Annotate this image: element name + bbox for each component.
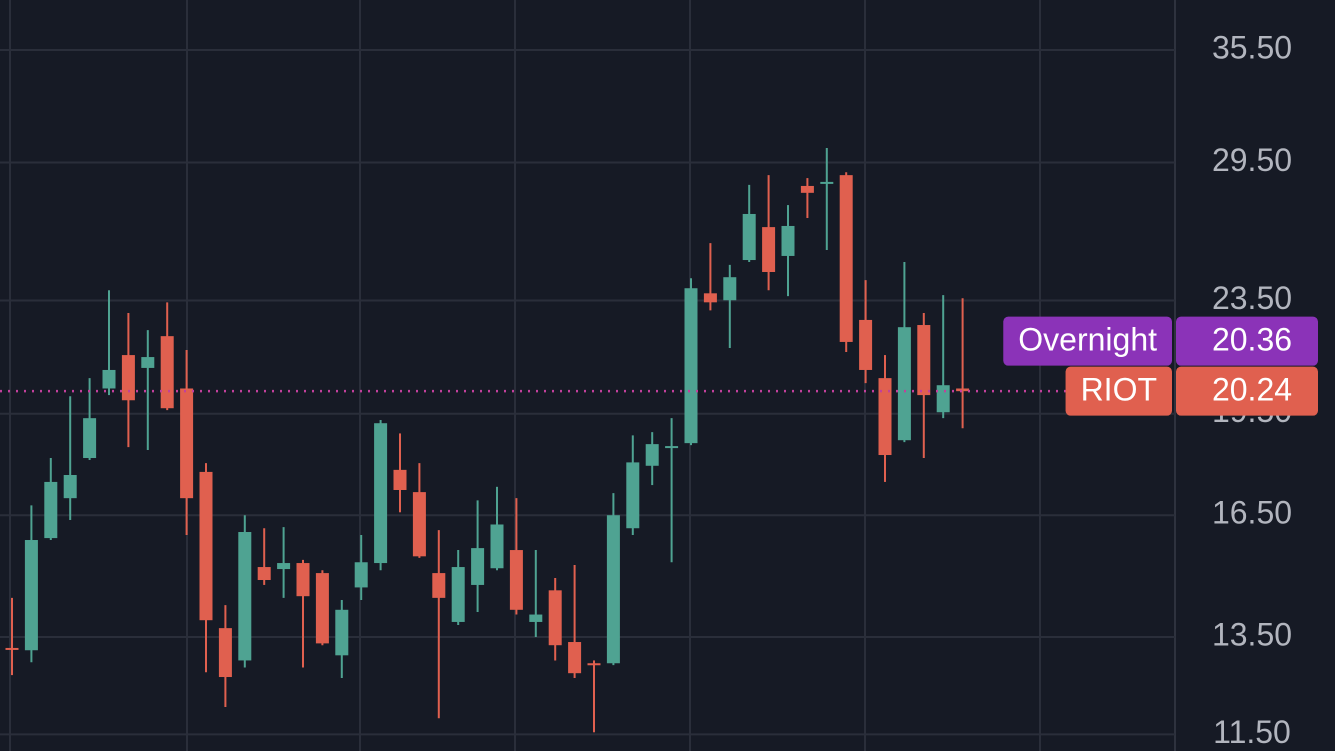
- candle-body: [859, 319, 873, 370]
- y-tick-label: 11.50: [1213, 714, 1291, 750]
- candle-body: [781, 225, 795, 256]
- candle-body: [742, 213, 756, 261]
- candle-body: [63, 475, 77, 499]
- candle-body: [509, 550, 523, 610]
- price-label-value-box: [1176, 316, 1318, 366]
- candle-body: [44, 481, 58, 539]
- candle-body: [199, 471, 213, 621]
- y-tick-label: 23.50: [1212, 280, 1292, 316]
- candle-body: [374, 423, 388, 564]
- candle-body: [24, 540, 38, 651]
- candle-body: [703, 293, 717, 303]
- price-label-name: RIOT: [1081, 372, 1157, 408]
- price-label-name: Overnight: [1018, 322, 1157, 358]
- candle-body: [878, 378, 892, 456]
- candle-body: [296, 563, 310, 597]
- candle-body: [218, 628, 232, 678]
- price-label-value-box: [1176, 366, 1318, 416]
- candle-body: [839, 175, 853, 342]
- candle-body: [315, 573, 329, 644]
- candle-body: [451, 567, 465, 622]
- price-label: RIOT 20.24: [1065, 366, 1318, 416]
- candle-body: [471, 548, 485, 585]
- candle-body: [277, 563, 291, 570]
- price-label-name-box: [1065, 366, 1172, 416]
- candle-body: [665, 446, 679, 449]
- y-tick-label: 16.50: [1212, 495, 1292, 531]
- candle-body: [723, 277, 737, 301]
- candle-body: [762, 227, 776, 272]
- candle-body: [257, 567, 271, 581]
- candle-body: [956, 388, 970, 392]
- price-label-value: 20.24: [1212, 372, 1292, 408]
- candle-body: [587, 663, 601, 666]
- candle-body: [5, 647, 19, 650]
- candle-body: [180, 388, 194, 499]
- candle-body: [936, 385, 950, 413]
- candle-body: [568, 642, 582, 674]
- candle-body: [83, 418, 97, 459]
- candle-body: [548, 590, 562, 646]
- candle-body: [412, 492, 426, 557]
- candle-body: [626, 462, 640, 529]
- candle-body: [141, 357, 155, 368]
- candle-body: [645, 444, 659, 466]
- candle-body: [121, 355, 135, 401]
- price-label: Overnight 20.36: [1003, 316, 1318, 366]
- candle-body: [335, 609, 349, 656]
- price-label-value: 20.36: [1212, 322, 1292, 358]
- candle-body: [917, 325, 931, 396]
- candle-body: [490, 524, 504, 569]
- candle-body: [432, 573, 446, 598]
- candle-body: [160, 336, 174, 409]
- candle-body: [606, 515, 620, 664]
- candle-body: [820, 181, 834, 184]
- candle-body: [238, 532, 252, 661]
- candle-body: [800, 185, 814, 193]
- price-label-name-box: [1003, 316, 1172, 366]
- candle-body: [393, 469, 407, 490]
- y-tick-label: 13.50: [1212, 617, 1292, 653]
- candle-body: [684, 288, 698, 444]
- y-tick-label: 35.50: [1212, 29, 1292, 65]
- y-tick-label: 29.50: [1212, 142, 1292, 178]
- candle-body: [529, 614, 543, 622]
- candle-body: [354, 562, 368, 588]
- candle-body: [102, 369, 116, 389]
- candle-body: [897, 327, 911, 441]
